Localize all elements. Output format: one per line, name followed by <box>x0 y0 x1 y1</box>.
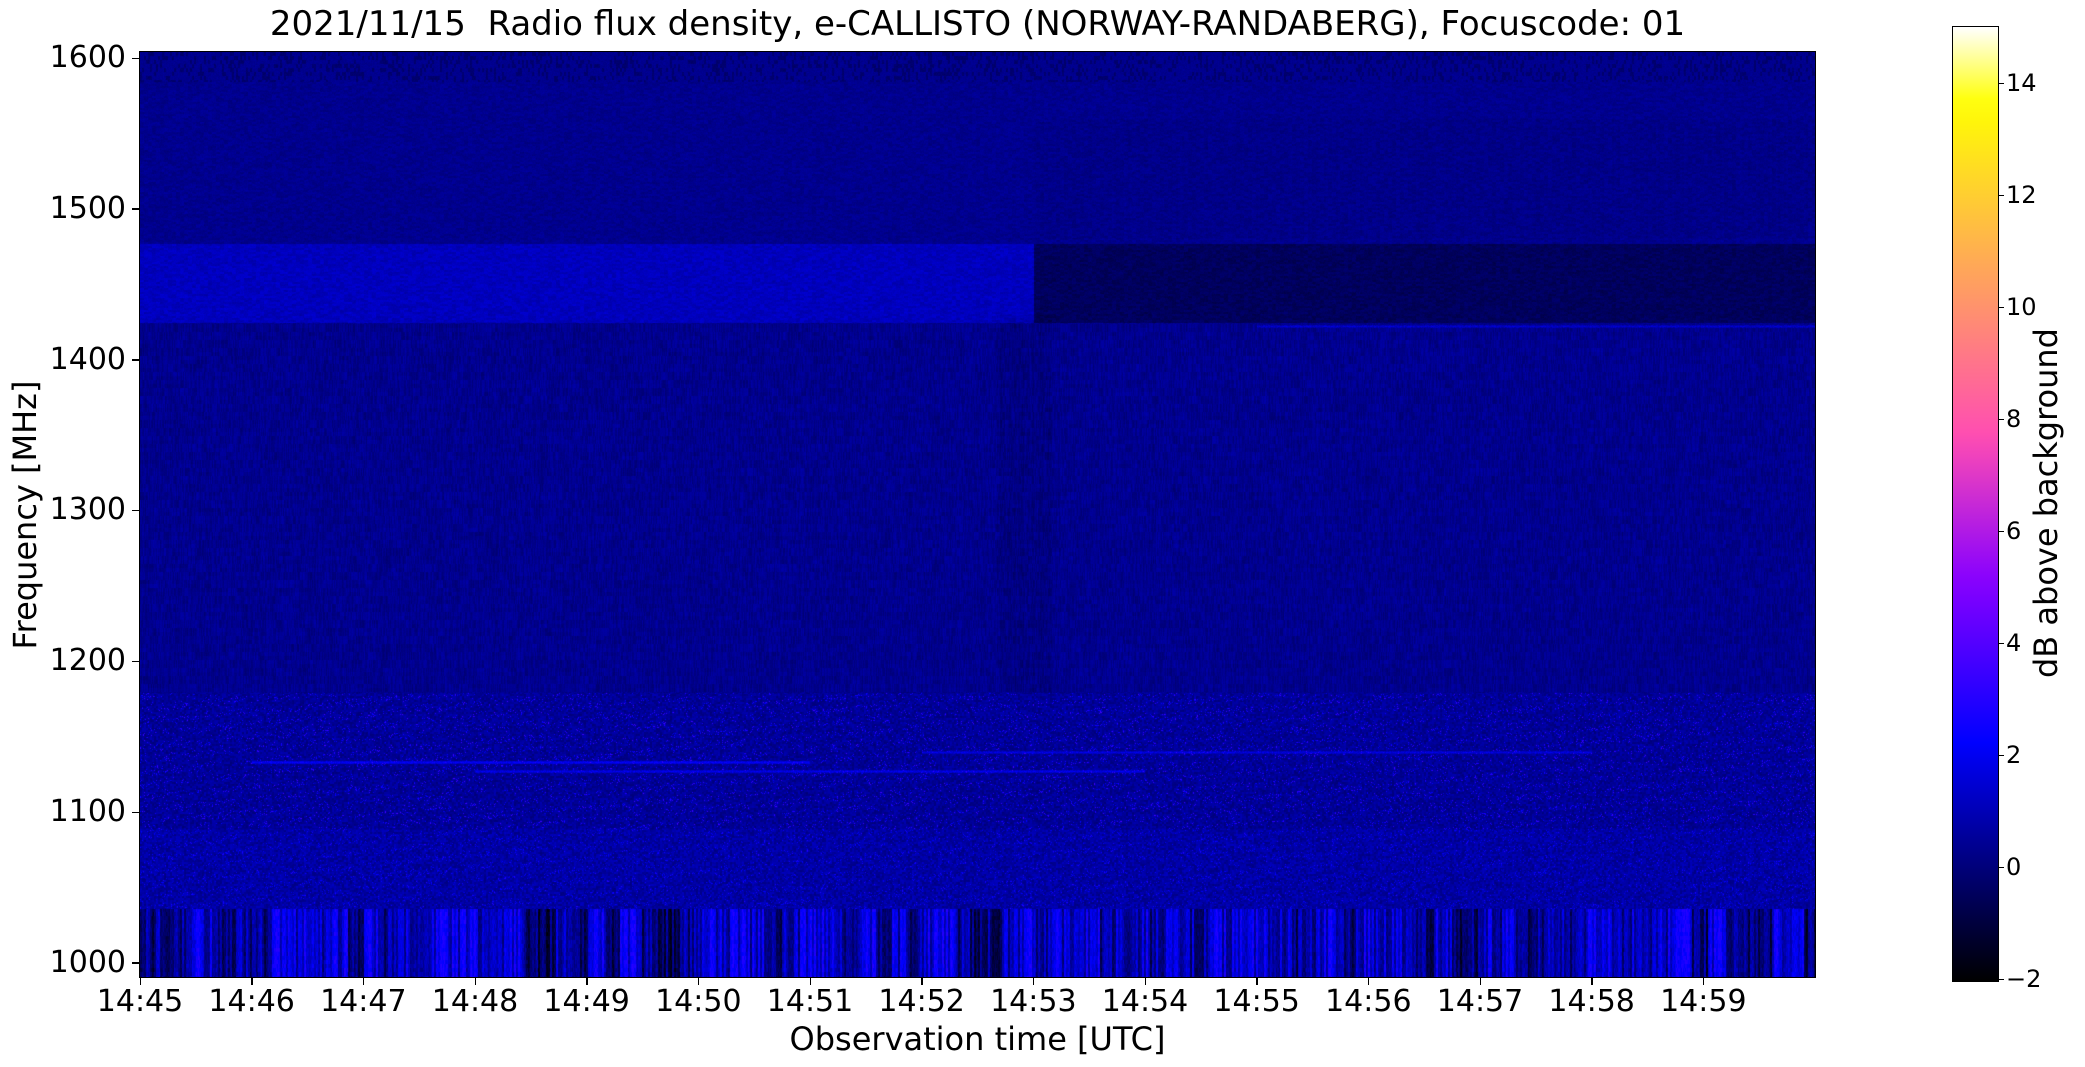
y-tick-mark <box>132 208 139 210</box>
colorbar-tick-mark <box>1998 866 2004 868</box>
colorbar-tick-label: 4 <box>2006 629 2022 657</box>
x-tick-label: 14:53 <box>990 984 1077 1019</box>
x-tick-label: 14:45 <box>96 984 184 1019</box>
x-tick-mark <box>251 978 253 985</box>
x-tick-mark <box>1367 978 1370 985</box>
x-tick-label: 14:48 <box>431 984 519 1019</box>
plot-area <box>139 51 1816 978</box>
x-tick-mark <box>1144 978 1146 985</box>
colorbar-tick-label: −2 <box>2006 965 2042 993</box>
colorbar-tick-mark <box>1998 530 2004 532</box>
x-tick-mark <box>474 978 476 985</box>
x-tick-label: 14:57 <box>1436 984 1524 1019</box>
x-tick-label: 14:59 <box>1660 984 1747 1019</box>
x-tick-mark <box>1479 978 1481 985</box>
y-tick-mark <box>132 359 139 361</box>
spectrogram-canvas <box>140 52 1815 977</box>
y-tick-mark <box>132 660 139 663</box>
y-tick-mark <box>132 57 139 59</box>
y-tick-label: 1600 <box>49 40 126 75</box>
colorbar-tick-label: 10 <box>2006 293 2037 321</box>
colorbar-tick-mark <box>1998 306 2004 308</box>
x-tick-mark <box>1032 978 1035 985</box>
colorbar-tick-mark <box>1998 82 2004 84</box>
colorbar-tick-label: 14 <box>2006 69 2037 97</box>
colorbar-tick-label: 6 <box>2006 517 2022 545</box>
colorbar <box>1952 26 1999 982</box>
x-tick-label: 14:58 <box>1548 984 1635 1019</box>
x-tick-mark <box>1702 978 1705 985</box>
colorbar-tick-label: 12 <box>2006 181 2037 209</box>
colorbar-tick-label: 8 <box>2006 405 2022 433</box>
y-tick-mark <box>132 509 139 512</box>
colorbar-tick-mark <box>1998 418 2004 420</box>
y-tick-label: 1000 <box>49 944 126 980</box>
y-tick-mark <box>132 811 139 814</box>
colorbar-tick-label: 0 <box>2006 853 2022 881</box>
colorbar-tick-label: 2 <box>2006 741 2022 769</box>
x-tick-label: 14:46 <box>208 984 295 1019</box>
x-tick-mark <box>586 978 588 985</box>
x-tick-label: 14:50 <box>655 984 742 1019</box>
x-tick-mark <box>362 978 365 985</box>
x-tick-label: 14:55 <box>1213 984 1300 1019</box>
x-axis-label: Observation time [UTC] <box>789 1020 1166 1058</box>
x-tick-label: 14:47 <box>320 984 407 1019</box>
x-tick-mark <box>921 978 923 985</box>
x-tick-label: 14:52 <box>878 984 965 1019</box>
x-tick-mark <box>1591 978 1593 985</box>
x-tick-mark <box>697 978 700 985</box>
x-tick-label: 14:51 <box>766 984 854 1019</box>
y-tick-label: 1400 <box>49 341 126 377</box>
y-tick-label: 1500 <box>49 190 126 226</box>
chart-title: 2021/11/15 Radio flux density, e-CALLIST… <box>269 4 1686 44</box>
colorbar-tick-mark <box>1998 978 2004 980</box>
colorbar-tick-mark <box>1998 642 2004 644</box>
x-tick-mark <box>1256 978 1258 985</box>
colorbar-tick-mark <box>1998 754 2004 756</box>
y-tick-label: 1100 <box>49 794 126 830</box>
y-tick-mark <box>132 962 139 964</box>
x-tick-label: 14:54 <box>1101 984 1189 1019</box>
x-tick-label: 14:49 <box>543 984 630 1019</box>
colorbar-tick-mark <box>1998 194 2004 196</box>
x-tick-label: 14:56 <box>1325 984 1412 1019</box>
x-tick-mark <box>139 978 141 985</box>
colorbar-label: dB above background <box>2027 328 2065 678</box>
y-tick-label: 1300 <box>49 492 126 528</box>
y-tick-label: 1200 <box>49 643 126 679</box>
x-tick-mark <box>809 978 811 985</box>
